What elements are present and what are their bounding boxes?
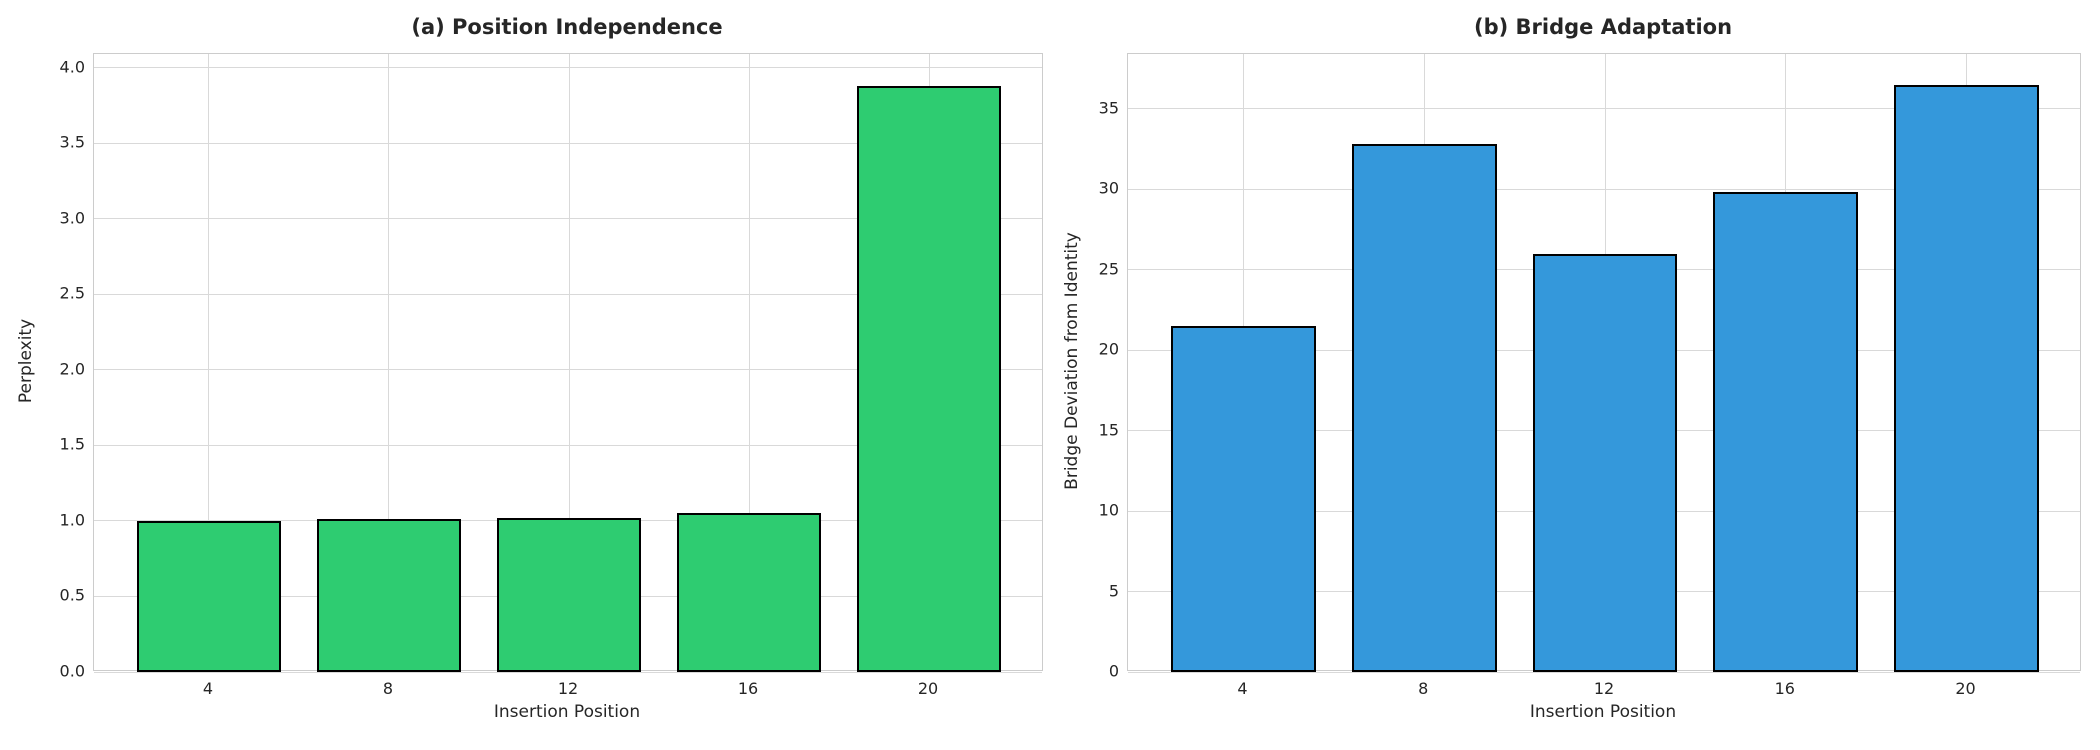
- h-gridline: [94, 218, 1042, 220]
- y-tick-label: 3.0: [59, 208, 85, 228]
- x-tick-label: 20: [1955, 679, 1976, 698]
- x-axis-label-a: Insertion Position: [493, 702, 641, 722]
- y-tick-label: 30: [1098, 178, 1119, 198]
- plot-area-a: [93, 53, 1043, 673]
- y-tick-label: 0.5: [59, 585, 85, 605]
- v-gridline: [568, 54, 570, 670]
- bar-position-independence-20: [857, 85, 1002, 672]
- bar-bridge-adaptation-4: [1171, 325, 1316, 672]
- plot-area-b: [1127, 53, 2081, 673]
- x-axis-label-b: Insertion Position: [1529, 702, 1677, 722]
- h-gridline: [94, 369, 1042, 371]
- x-tick-label: 16: [1774, 679, 1795, 698]
- x-tick-label: 8: [1418, 679, 1429, 698]
- chart-title-b: (b) Bridge Adaptation: [1473, 15, 1733, 39]
- y-tick-label: 1.5: [59, 434, 85, 454]
- y-tick-label: 35: [1098, 98, 1119, 118]
- y-tick-label: 5: [1108, 581, 1119, 601]
- x-tick-label: 12: [557, 679, 579, 698]
- y-tick-label: 0: [1108, 661, 1119, 681]
- x-tick-label: 12: [1593, 679, 1615, 698]
- x-tick-label: 8: [382, 679, 394, 698]
- h-gridline: [1128, 671, 2080, 673]
- y-tick-label: 15: [1098, 420, 1119, 440]
- h-gridline: [94, 293, 1042, 295]
- y-tick-label: 20: [1098, 339, 1119, 359]
- y-tick-label: 3.5: [59, 132, 85, 152]
- bar-bridge-adaptation-12: [1532, 253, 1678, 672]
- h-gridline: [1128, 108, 2080, 110]
- y-tick-label: 1.0: [59, 510, 85, 530]
- y-tick-label: 4.0: [59, 57, 85, 77]
- x-tick-label: 20: [917, 679, 939, 698]
- y-tick-label: 0.0: [59, 661, 85, 681]
- v-gridline: [388, 54, 390, 670]
- panel-bridge-adaptation: (b) Bridge Adaptation Bridge Deviation f…: [1050, 0, 2100, 750]
- x-tick-label: 4: [202, 679, 214, 698]
- h-gridline: [1128, 188, 2080, 190]
- bar-position-independence-12: [496, 517, 641, 672]
- bar-position-independence-4: [136, 520, 281, 672]
- bar-position-independence-8: [316, 519, 461, 672]
- h-gridline: [94, 142, 1042, 144]
- y-tick-label: 2.0: [59, 359, 85, 379]
- y-tick-label: 2.5: [59, 283, 85, 303]
- x-tick-label: 16: [737, 679, 759, 698]
- h-gridline: [94, 67, 1042, 69]
- panel-position-independence: (a) Position Independence Perplexity Ins…: [16, 15, 1043, 722]
- y-tick-label: 25: [1098, 259, 1119, 279]
- bar-bridge-adaptation-8: [1351, 144, 1497, 672]
- v-gridline: [208, 54, 210, 670]
- h-gridline: [94, 671, 1042, 673]
- chart-title-a: (a) Position Independence: [411, 15, 723, 39]
- bar-position-independence-16: [677, 513, 822, 672]
- v-gridline: [748, 54, 750, 670]
- bar-bridge-adaptation-16: [1713, 192, 1859, 672]
- bar-bridge-adaptation-20: [1894, 84, 2039, 672]
- y-tick-label: 10: [1098, 500, 1119, 520]
- h-gridline: [94, 444, 1042, 446]
- x-tick-label: 4: [1237, 679, 1248, 698]
